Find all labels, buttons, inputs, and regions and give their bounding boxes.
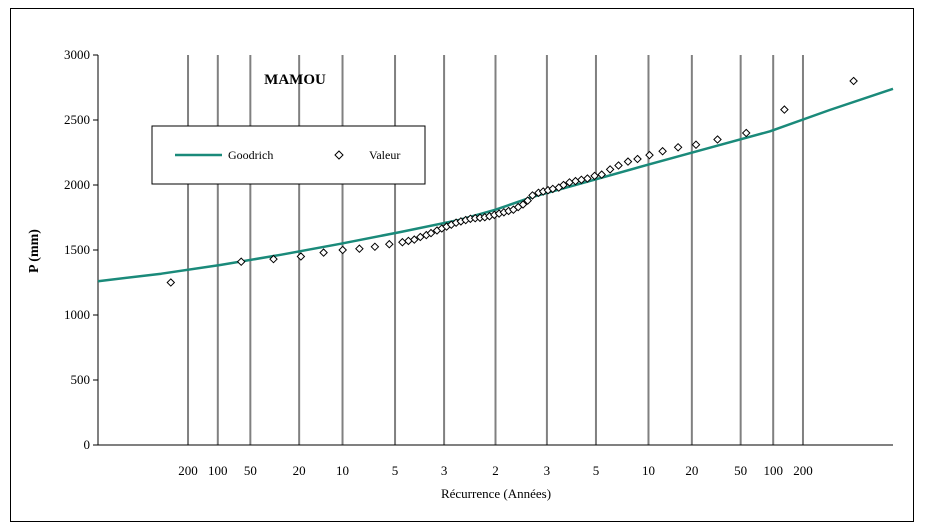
x-tick-label-4: 10 (336, 463, 349, 478)
valeur-point (166, 278, 176, 287)
valeur-point (605, 165, 615, 174)
chart-title: MAMOU (264, 72, 326, 88)
valeur-point (404, 236, 413, 246)
valeur-point (713, 135, 722, 144)
y-tick-label-4: 2000 (64, 177, 90, 192)
y-tick-label-5: 2500 (64, 112, 90, 127)
valeur-point (355, 244, 364, 254)
x-tick-label-2: 50 (244, 463, 257, 478)
valeur-point (269, 254, 278, 264)
valeur-point (409, 235, 419, 244)
valeur-point (645, 150, 654, 160)
x-tick-label-0: 200 (178, 463, 198, 478)
chart-frame (10, 8, 914, 522)
legend: Goodrich Valeur (151, 125, 426, 185)
valeur-point (623, 157, 633, 166)
valeur-point (398, 237, 407, 247)
x-tick-label-14: 200 (793, 463, 813, 478)
legend-goodrich-label: Goodrich (228, 148, 273, 162)
y-axis: 0 500 1000 1500 2000 2500 3000 (64, 47, 893, 452)
valeur-point (583, 174, 592, 183)
x-tick-label-6: 3 (441, 463, 448, 478)
x-tick-label-11: 20 (685, 463, 698, 478)
valeur-point (426, 228, 436, 238)
x-axis-title: Récurrence (Années) (441, 486, 551, 501)
valeur-point (658, 146, 667, 156)
valeur-point (370, 242, 380, 251)
legend-valeur-marker (334, 150, 344, 160)
x-tick-label-1: 100 (208, 463, 228, 478)
valeur-point (559, 180, 568, 190)
valeur-point (518, 200, 528, 209)
valeur-point (338, 245, 348, 255)
x-tick-label-8: 3 (544, 463, 551, 478)
valeur-point (633, 154, 642, 164)
legend-valeur-label: Valeur (369, 148, 400, 162)
valeur-point (849, 76, 858, 86)
x-tick-label-7: 2 (492, 463, 499, 478)
x-tick-label-3: 20 (293, 463, 306, 478)
x-tick-label-12: 50 (734, 463, 747, 478)
x-tick-label-5: 5 (392, 463, 399, 478)
valeur-point (691, 140, 701, 150)
x-tick-label-9: 5 (593, 463, 600, 478)
y-tick-label-1: 500 (71, 372, 91, 387)
valeur-point (528, 191, 537, 200)
y-tick-label-2: 1000 (64, 307, 90, 322)
valeur-point (236, 257, 246, 267)
x-axis: 200 100 50 20 10 5 3 2 3 5 10 20 50 100 200 (178, 463, 812, 478)
valeur-point (590, 171, 599, 181)
valeur-points-group (166, 76, 858, 287)
valeur-point (597, 170, 607, 179)
y-tick-label-3: 1500 (64, 242, 90, 257)
x-tick-label-10: 10 (642, 463, 655, 478)
valeur-point (614, 161, 623, 170)
y-tick-label-0: 0 (84, 437, 91, 452)
y-tick-label-6: 3000 (64, 47, 90, 62)
y-axis-title: P (mm) (27, 229, 42, 273)
valeur-point (523, 196, 533, 205)
valeur-point (673, 142, 683, 152)
valeur-point (296, 252, 306, 261)
valeur-point (384, 239, 394, 249)
valeur-point (741, 128, 751, 138)
x-tick-label-13: 100 (763, 463, 783, 478)
valeur-point (319, 248, 328, 257)
vertical-grid (187, 55, 804, 445)
valeur-point (780, 105, 789, 114)
